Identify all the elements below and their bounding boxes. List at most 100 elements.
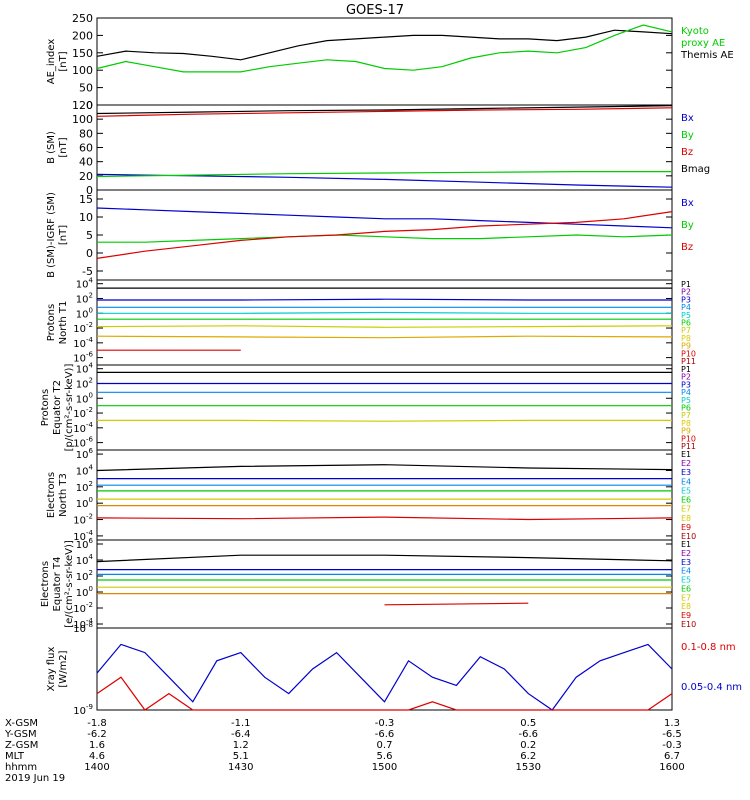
panel-frame xyxy=(96,364,673,451)
y-tick-exponent: -8 xyxy=(86,621,93,629)
row-value: 1600 xyxy=(659,762,684,773)
series-line-by xyxy=(97,234,673,243)
series-line-bz xyxy=(96,211,673,259)
y-tick-exponent: -6 xyxy=(86,351,94,359)
series-line-p9 xyxy=(96,335,673,339)
row-value: -6.6 xyxy=(375,729,395,740)
legend-entry: Themis AE xyxy=(680,50,734,61)
panel-frame xyxy=(96,449,673,541)
row-value: -6.6 xyxy=(518,729,538,740)
y-tick-exponent: 0 xyxy=(89,585,93,593)
panel-frame xyxy=(96,104,673,191)
legend-entry: P11 xyxy=(681,442,696,451)
legend-entry: E4 xyxy=(681,567,691,576)
y-tick-exponent: 6 xyxy=(89,447,94,455)
legend-entry: P6 xyxy=(681,319,691,328)
y-tick-label: 10 xyxy=(79,211,93,224)
y-tick-exponent: -2 xyxy=(86,601,93,609)
series-line-bmag xyxy=(96,105,673,115)
y-tick-exponent: -2 xyxy=(86,321,93,329)
y-axis-label: [nT] xyxy=(58,137,69,157)
legend-entry: P10 xyxy=(681,349,696,358)
row-value: 5.6 xyxy=(377,751,393,762)
row-label: hhmm xyxy=(5,762,37,773)
row-value: 0.5 xyxy=(520,718,536,729)
legend-entry: P3 xyxy=(681,380,691,389)
legend-entry: E1 xyxy=(681,450,691,459)
plot-title: GOES-17 xyxy=(346,3,404,18)
legend-entry: E5 xyxy=(681,486,691,495)
y-tick-exponent: -4 xyxy=(86,529,94,537)
legend-entry: P4 xyxy=(681,303,691,312)
y-tick-label: 120 xyxy=(72,99,93,112)
y-tick-label: 150 xyxy=(72,47,93,60)
y-axis-label: Protons xyxy=(40,389,51,426)
row-value: 1.6 xyxy=(89,740,105,751)
y-axis-label: [W/m2] xyxy=(58,650,69,687)
y-tick-exponent: 4 xyxy=(89,553,94,561)
legend-entry: P4 xyxy=(681,388,691,397)
y-tick-label: 10-2 xyxy=(73,513,93,527)
y-tick-exponent: 0 xyxy=(89,391,93,399)
y-axis-label: Xray flux xyxy=(46,647,57,692)
row-value: 0.2 xyxy=(520,740,536,751)
y-tick-label: 100 xyxy=(72,113,93,126)
panel-xray: 10-8 10-9 Xray flux [W/m2] 0.1-0.8 nm 0.05-0.… xyxy=(46,621,742,717)
legend-entry: E7 xyxy=(681,505,691,514)
legend-entry: P5 xyxy=(681,311,691,320)
series-line-bx xyxy=(96,173,673,188)
y-tick-label: 102 xyxy=(76,569,93,583)
legend-entry: 0.1-0.8 nm xyxy=(681,642,736,653)
y-axis-label: AE_index xyxy=(46,39,57,85)
legend-entry: E3 xyxy=(681,558,691,567)
y-tick-label: 0 xyxy=(86,184,93,197)
series-line-bx xyxy=(96,207,673,229)
y-tick-label: 10-4 xyxy=(73,336,93,350)
legend-entry: E4 xyxy=(681,477,691,486)
legend-entry: Bx xyxy=(681,198,694,209)
legend-entry: P7 xyxy=(681,411,691,420)
y-axis-label: [e/(cm²-s-sr-keV)] xyxy=(64,540,75,628)
y-tick-label: 104 xyxy=(76,463,94,477)
y-tick-label: 50 xyxy=(79,82,93,95)
legend-entry: E2 xyxy=(681,459,691,468)
legend-entry: Kyoto xyxy=(681,26,709,37)
legend-entry: P9 xyxy=(681,427,691,436)
y-tick-label: 100 xyxy=(76,391,93,405)
legend-entry: Bmag xyxy=(681,164,710,175)
y-tick-label: -5 xyxy=(82,265,93,278)
legend-entry: 0.05-0.4 nm xyxy=(681,682,742,693)
legend-entry: E6 xyxy=(681,496,691,505)
y-tick-exponent: 4 xyxy=(89,277,94,285)
y-tick-label: 10-9 xyxy=(73,703,93,717)
legend-entry: P11 xyxy=(681,357,696,366)
row-value: 1.3 xyxy=(664,718,680,729)
legend-entry: E2 xyxy=(681,549,691,558)
y-tick-label: 10-2 xyxy=(73,321,93,335)
y-tick-label: 106 xyxy=(76,537,94,551)
y-tick-label: 102 xyxy=(76,291,93,305)
y-tick-label: 5 xyxy=(86,229,93,242)
row-value: 1.2 xyxy=(233,740,249,751)
panel-frame xyxy=(96,17,673,106)
row-value: -6.4 xyxy=(231,729,251,740)
legend-entry: P10 xyxy=(681,434,696,443)
series-line-bz xyxy=(96,107,673,117)
y-tick-exponent: 2 xyxy=(89,376,93,384)
series-line-themis-ae xyxy=(96,29,673,61)
y-tick-label: 100 xyxy=(76,306,93,320)
legend-entry: Bx xyxy=(681,113,694,124)
legend-entry: E8 xyxy=(681,602,691,611)
series-line-e1 xyxy=(96,554,673,563)
legend-entry: E6 xyxy=(681,584,691,593)
legend-entry: Bz xyxy=(681,242,693,253)
series-line-0-05-0-4-nm xyxy=(96,643,673,711)
row-value: 5.1 xyxy=(233,751,249,762)
row-value: 6.2 xyxy=(520,751,536,762)
series-line-e1 xyxy=(96,464,673,472)
panel-frame xyxy=(96,279,673,366)
